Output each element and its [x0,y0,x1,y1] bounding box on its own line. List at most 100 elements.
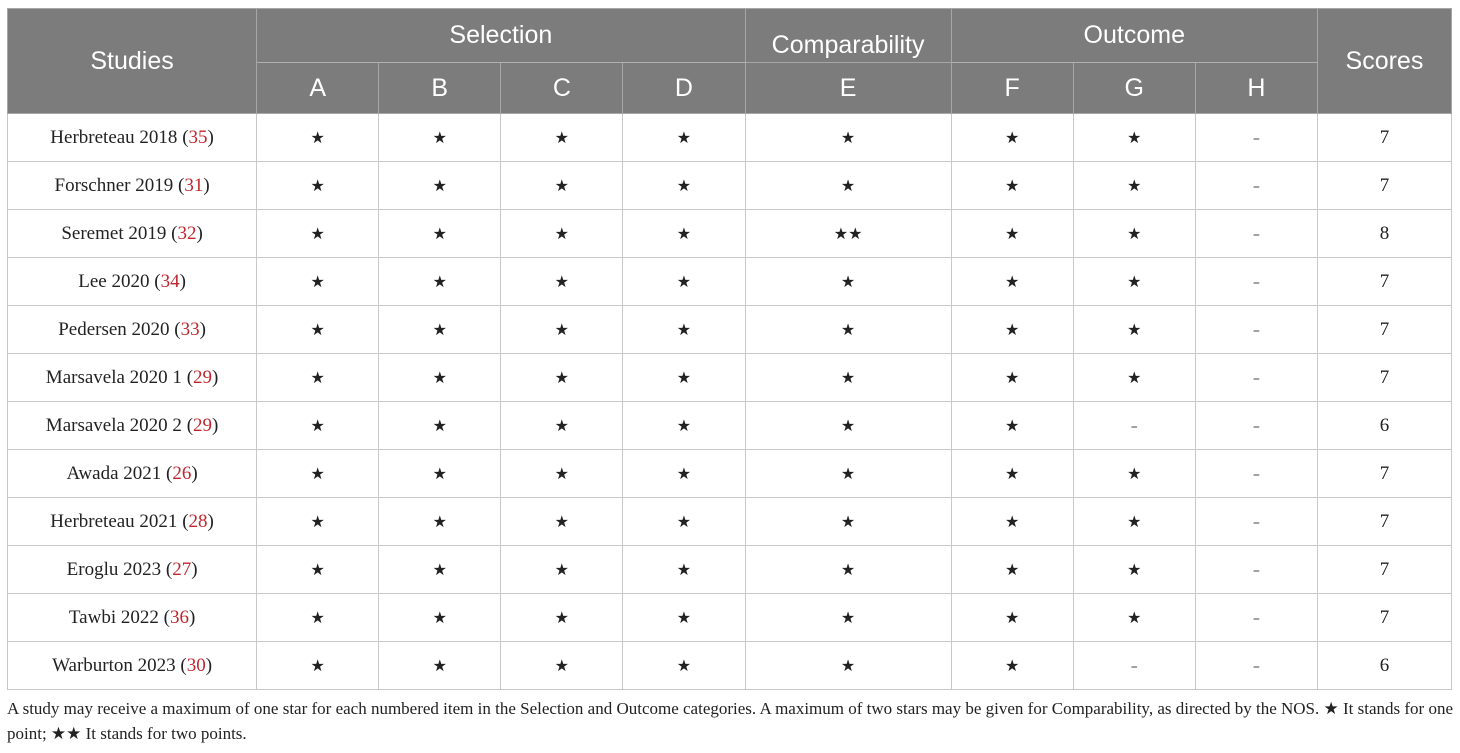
star-icon: ★ [310,223,325,243]
star-icon: ★ [554,559,570,579]
study-cell: Marsavela 2020 2 (29) [6,401,258,450]
star-icon: ★ [432,463,447,483]
star-icon: ★ [1005,127,1020,147]
star-icon: ★ [840,463,856,483]
rating-cell-f: ★ [950,305,1074,354]
study-name: Eroglu 2023 [66,558,162,580]
rating-cell-h: – [1194,161,1318,210]
star-icon: ★ [840,655,856,675]
rating-cell-g: ★ [1072,449,1196,498]
study-cell: Tawbi 2022 (36) [6,593,258,642]
score-cell: 6 [1316,641,1453,690]
star-icon: ★ [1005,271,1020,291]
star-icon: ★ [554,511,570,531]
study-cell: Warburton 2023 (30) [6,641,258,690]
star-icon: ★ [432,511,447,531]
rating-cell-h: – [1194,305,1318,354]
rating-cell-a: ★ [256,305,380,354]
star-icon: ★ [840,271,856,291]
rating-cell-c: ★ [500,353,624,402]
column-header-c: C [500,62,624,114]
rating-cell-e: ★ [744,593,952,642]
rating-cell-a: ★ [256,497,380,546]
star-icon: ★ [554,319,570,339]
rating-cell-b: ★ [378,161,502,210]
star-icon: ★ [432,223,447,243]
column-header-g: G [1072,62,1196,114]
reference-link[interactable]: 36 [169,606,189,628]
rating-cell-b: ★ [378,353,502,402]
score-cell: 7 [1316,161,1453,210]
rating-cell-e: ★ [744,305,952,354]
dash-mark: – [1252,562,1260,579]
star-icon: ★ [1127,607,1142,627]
star-icon: ★ [432,319,447,339]
table-row: Herbreteau 2018 (35) ★ ★ ★ ★ ★ ★ ★ – 7 [6,113,1453,162]
reference-link[interactable]: 30 [186,654,206,676]
rating-cell-b: ★ [378,545,502,594]
rating-cell-a: ★ [256,353,380,402]
star-icon: ★ [1127,319,1142,339]
rating-cell-d: ★ [622,593,746,642]
dash-mark: – [1252,370,1260,387]
star-icon: ★ [310,415,325,435]
dash-mark: – [1252,226,1260,243]
star-icon: ★ [676,655,692,675]
reference-link[interactable]: 35 [188,126,208,148]
star-icon: ★ [554,223,570,243]
reference-link[interactable]: 26 [172,462,192,484]
star-icon: ★ [1005,175,1020,195]
reference-link[interactable]: 32 [177,222,197,244]
column-header-b: B [378,62,502,114]
star-icon: ★ [840,367,856,387]
rating-cell-g: ★ [1072,545,1196,594]
dash-mark: – [1252,418,1260,435]
rating-cell-f: ★ [950,449,1074,498]
score-cell: 7 [1316,305,1453,354]
star-icon: ★ [1005,559,1020,579]
reference-link[interactable]: 27 [172,558,192,580]
rating-cell-g: ★ [1072,257,1196,306]
rating-cell-b: ★ [378,113,502,162]
column-header-a: A [256,62,380,114]
rating-cell-b: ★ [378,257,502,306]
rating-cell-h: – [1194,353,1318,402]
study-name: Marsavela 2020 2 [45,414,182,436]
reference-link[interactable]: 28 [188,510,208,532]
rating-cell-d: ★ [622,449,746,498]
selection-group-header: Selection [256,8,746,63]
study-name: Marsavela 2020 1 [45,366,182,388]
star-icon: ★ [1005,415,1020,435]
star-icon: ★ [310,463,325,483]
reference-link[interactable]: 29 [193,366,213,388]
table-row: Forschner 2019 (31) ★ ★ ★ ★ ★ ★ ★ – 7 [6,161,1453,210]
study-name: Tawbi 2022 [68,606,159,628]
star-icon: ★ [554,175,570,195]
rating-cell-b: ★ [378,449,502,498]
rating-cell-f: ★ [950,257,1074,306]
star-icon: ★ [554,127,570,147]
rating-cell-c: ★ [500,113,624,162]
reference-link[interactable]: 31 [184,174,204,196]
star-icon: ★ [310,511,325,531]
reference-link[interactable]: 33 [180,318,200,340]
star-icon: ★ [1005,367,1020,387]
reference-link[interactable]: 34 [160,270,180,292]
scores-header: Scores [1316,8,1453,114]
study-cell: Awada 2021 (26) [6,449,258,498]
rating-cell-h: – [1194,593,1318,642]
dash-mark: – [1252,274,1260,291]
study-cell: Forschner 2019 (31) [6,161,258,210]
column-header-d: D [622,62,746,114]
study-name: Herbreteau 2018 [50,126,178,148]
rating-cell-f: ★ [950,401,1074,450]
star-icon: ★ [840,511,856,531]
star-icon: ★ [676,415,692,435]
dash-mark: – [1252,466,1260,483]
table-row: Pedersen 2020 (33) ★ ★ ★ ★ ★ ★ ★ – 7 [6,305,1453,354]
rating-cell-d: ★ [622,113,746,162]
star-icon: ★ [676,559,692,579]
study-cell: Herbreteau 2021 (28) [6,497,258,546]
reference-link[interactable]: 29 [193,414,213,436]
rating-cell-d: ★ [622,209,746,258]
